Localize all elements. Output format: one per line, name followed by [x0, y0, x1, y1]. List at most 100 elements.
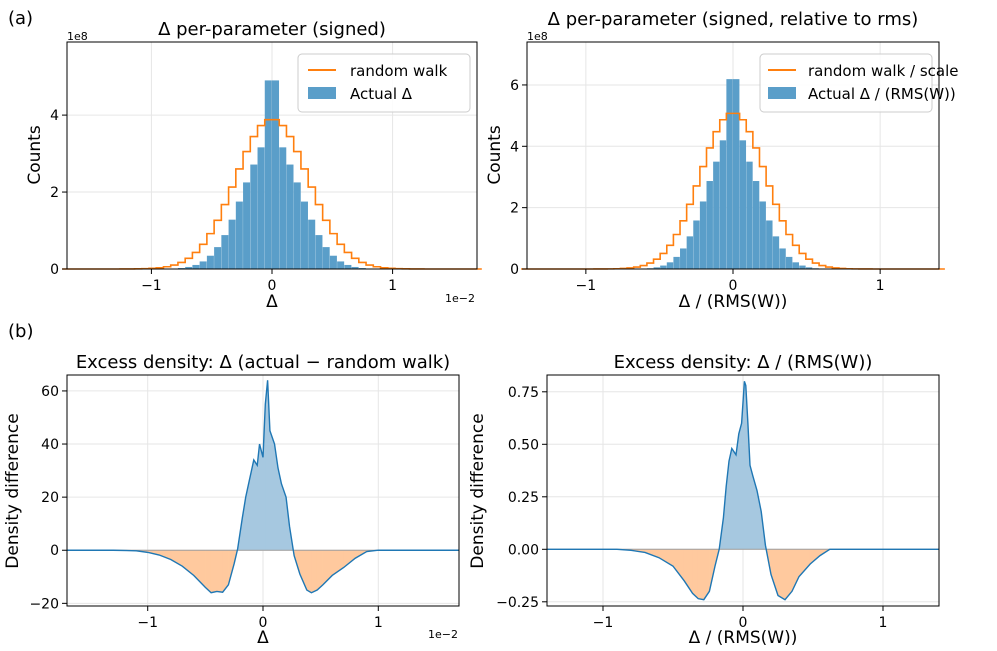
x-tick-label: 1 [388, 278, 397, 294]
histogram-bar [785, 256, 793, 269]
density-difference-line [67, 380, 459, 594]
y-tick-label: −20 [29, 596, 59, 612]
x-tick-label: −1 [576, 278, 597, 294]
histogram-bar [235, 201, 243, 269]
histogram-bar [264, 80, 272, 269]
negative-excess-fill [170, 549, 183, 567]
histogram-bar [243, 182, 251, 269]
positive-excess-fill [253, 459, 258, 551]
legend-label-actual: Actual Δ [350, 85, 413, 103]
y-tick-label: 40 [41, 437, 59, 453]
legend-label-random-walk: random walk / scale [808, 62, 959, 80]
histogram-bar [779, 248, 786, 269]
y-axis-label: Density difference [3, 413, 23, 568]
y-offset-label: 1e8 [527, 30, 548, 43]
histogram-bar [272, 80, 280, 269]
x-tick-label: 0 [729, 278, 738, 294]
histogram-delta-signed: −1 0 1 0 2 4 Δ per-parameter (signed) Δ Count… [25, 19, 482, 312]
x-tick-label: −1 [593, 615, 614, 631]
histogram-bar [192, 264, 200, 269]
negative-excess-fill [311, 549, 318, 594]
positive-excess-fill [269, 430, 275, 551]
x-tick-label: 0 [259, 615, 268, 631]
histogram-bar [214, 247, 222, 269]
legend-label-random-walk: random walk [350, 62, 448, 80]
positive-excess-fill [251, 459, 255, 551]
x-tick-label: 1 [876, 278, 885, 294]
histogram-bar [699, 201, 707, 269]
histogram-bar [308, 219, 316, 269]
y-tick-label: 20 [41, 490, 59, 506]
density-difference-line [547, 381, 939, 601]
y-tick-label: 2 [510, 201, 519, 217]
negative-excess-fill [658, 549, 674, 567]
legend-swatch-actual [308, 87, 336, 99]
histogram-delta-relative-rms: −1 0 1 0 2 4 6 Δ per-parameter (signed, relati… [485, 9, 959, 312]
x-axis-label: Δ [257, 628, 269, 648]
chart-title: Excess density: Δ / (RMS(W)) [614, 352, 873, 373]
negative-excess-fill [316, 549, 324, 591]
legend-label-actual: Actual Δ / (RMS(W)) [808, 85, 956, 103]
x-tick-label: −1 [141, 278, 162, 294]
y-tick-label: 0 [50, 543, 59, 559]
histogram-bar [293, 182, 301, 269]
negative-excess-fill [697, 549, 705, 601]
histogram-bar [185, 266, 193, 269]
negative-excess-fill [306, 549, 312, 594]
histogram-bar [719, 140, 727, 269]
x-tick-label: 0 [268, 278, 277, 294]
x-offset-label: 1e−2 [445, 292, 475, 305]
histogram-bar [206, 255, 214, 269]
histogram-bar [746, 161, 753, 269]
y-tick-label: 0.50 [508, 437, 539, 453]
histogram-bar [693, 220, 700, 269]
histogram-bar [713, 161, 720, 269]
histogram-bar [660, 265, 667, 269]
negative-excess-fill [299, 549, 308, 591]
x-tick-label: −1 [137, 615, 158, 631]
x-tick-label: 1 [374, 615, 383, 631]
histogram-bar [752, 181, 760, 269]
legend: random walk / scale Actual Δ / (RMS(W)) [759, 53, 959, 113]
positive-excess-fill [738, 423, 742, 550]
positive-excess-fill [749, 465, 754, 550]
y-tick-label: 60 [41, 384, 59, 400]
y-offset-label: 1e8 [67, 30, 88, 43]
positive-excess-fill [731, 447, 737, 550]
panel-label-a: (a) [8, 8, 33, 29]
y-tick-label: 6 [510, 78, 519, 94]
chart-title: Δ per-parameter (signed) [158, 19, 386, 40]
histogram-bar [792, 262, 800, 269]
y-axis-label: Counts [25, 125, 45, 184]
y-tick-label: 0 [50, 262, 59, 278]
negative-excess-fill [692, 549, 699, 600]
negative-excess-fill [210, 549, 218, 594]
histogram-bar [673, 256, 680, 269]
panel-label-b: (b) [8, 321, 33, 342]
histogram-bar [706, 181, 713, 269]
histogram-bar [351, 266, 359, 269]
histogram-bar [666, 262, 674, 269]
x-axis-label: Δ / (RMS(W)) [689, 628, 798, 648]
negative-excess-fill [770, 549, 779, 596]
histogram-bar [257, 147, 265, 269]
histogram-bar [221, 235, 229, 269]
histogram-bar [733, 79, 740, 269]
negative-excess-fill [777, 549, 786, 601]
histogram-bar [300, 201, 308, 269]
x-tick-label: 1 [879, 615, 888, 631]
negative-excess-fill [205, 549, 212, 594]
legend-swatch-actual [768, 87, 796, 99]
x-axis-label: Δ / (RMS(W)) [679, 292, 788, 312]
legend-box [759, 53, 933, 113]
y-tick-label: 4 [50, 108, 59, 124]
histogram-bar [653, 267, 660, 269]
legend: random walk Actual Δ [297, 53, 471, 113]
y-axis-label: Counts [485, 125, 505, 184]
x-offset-label: 1e−2 [428, 628, 458, 641]
chart-title: Δ per-parameter (signed, relative to rms… [548, 9, 919, 30]
histogram-bar [315, 235, 323, 269]
histogram-bar [228, 219, 236, 269]
negative-excess-fill [798, 549, 811, 578]
